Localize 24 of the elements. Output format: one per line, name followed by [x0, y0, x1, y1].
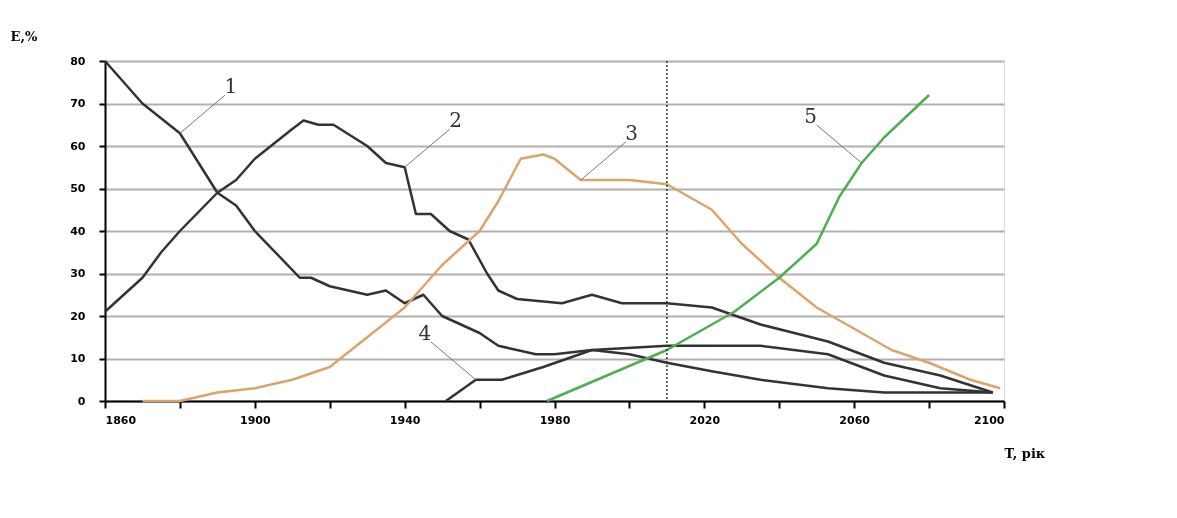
x-tick-label: 1860	[105, 413, 137, 427]
y-tick-label: 60	[70, 139, 86, 153]
annotation: 4	[418, 320, 432, 345]
annotation: 1	[224, 74, 238, 99]
x-tick-label: 2100	[973, 413, 1005, 427]
x-tick-label: 2020	[689, 413, 721, 427]
x-tick-label: 1980	[539, 413, 571, 427]
y-tick-label: 50	[70, 182, 86, 195]
y-tick-label: 70	[70, 97, 86, 110]
x-axis-title: T, рік	[1004, 445, 1046, 461]
annotation: 3	[625, 121, 639, 145]
y-tick-label: 80	[70, 54, 86, 68]
y-tick-label: 30	[70, 267, 86, 280]
y-tick-label: 40	[70, 224, 86, 238]
y-axis-title: E,%	[10, 28, 38, 44]
x-tick-label: 1900	[240, 413, 271, 427]
y-tick-label: 10	[70, 352, 86, 365]
x-tick-label: 1940	[389, 413, 421, 427]
annotation: 5	[804, 104, 818, 128]
y-tick-label: 0	[77, 394, 86, 408]
line-series	[545, 93, 931, 403]
annotation: 2	[449, 108, 463, 133]
x-tick-label: 2060	[839, 413, 871, 427]
y-tick-label: 20	[70, 309, 86, 323]
